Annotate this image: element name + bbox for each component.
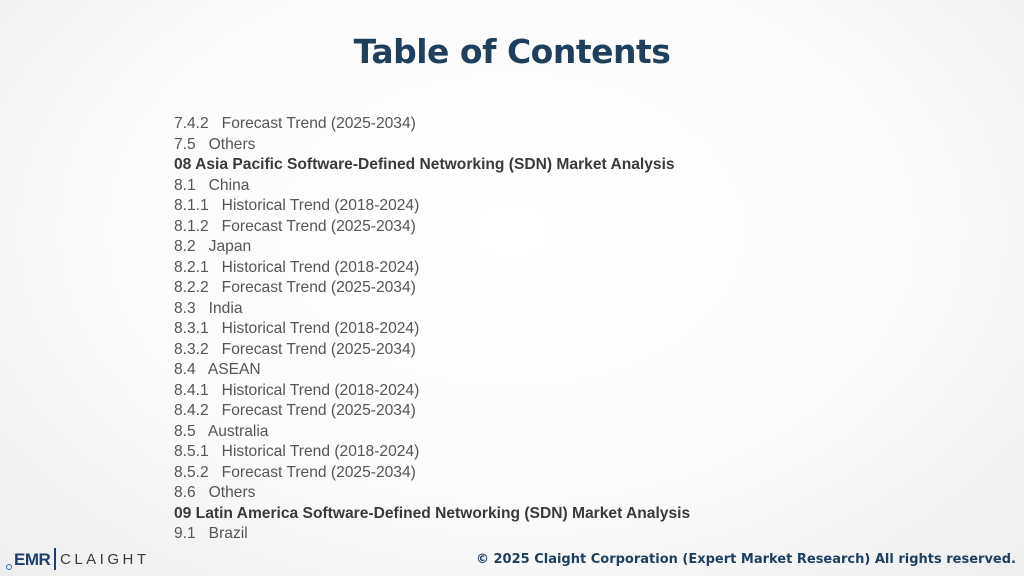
toc-item: 8.5.2 Forecast Trend (2025-2034) xyxy=(174,463,416,481)
toc-item: 8.5.1 Historical Trend (2018-2024) xyxy=(174,443,420,460)
logo-claight-text: CLAIGHT xyxy=(60,551,150,568)
toc-item: 8.3.2 Forecast Trend (2025-2034) xyxy=(174,340,416,358)
toc-section-heading: 08 Asia Pacific Software-Defined Network… xyxy=(174,156,675,173)
toc-item: 8.1.1 Historical Trend (2018-2024) xyxy=(174,197,420,214)
logo-dot-icon xyxy=(6,564,12,570)
logo-divider xyxy=(54,548,56,570)
logo-emr-text: EMR xyxy=(14,550,51,569)
toc-item: 8.3.1 Historical Trend (2018-2024) xyxy=(174,320,420,337)
toc-item: 8.3 India xyxy=(174,299,243,317)
toc-list: 7.4.2 Forecast Trend (2025-2034) 7.5 Othe… xyxy=(174,114,690,545)
toc-item: 8.1 China xyxy=(174,176,250,194)
slide-title: Table of Contents xyxy=(353,32,671,71)
toc-item: 8.4 ASEAN xyxy=(174,361,261,378)
toc-item: 8.4.1 Historical Trend (2018-2024) xyxy=(174,381,420,399)
copyright-footer: © 2025 Claight Corporation (Expert Marke… xyxy=(475,552,1016,567)
toc-item: 8.2 Japan xyxy=(174,238,252,255)
toc-item: 8.1.2 Forecast Trend (2025-2034) xyxy=(174,217,416,235)
toc-item: 7.5 Others xyxy=(174,135,256,153)
toc-item: 9.1 Brazil xyxy=(174,525,248,542)
toc-item: 8.6 Others xyxy=(174,484,256,501)
toc-item: 8.2.1 Historical Trend (2018-2024) xyxy=(174,258,420,276)
toc-item: 8.2.2 Forecast Trend (2025-2034) xyxy=(174,279,416,296)
toc-item: 8.5 Australia xyxy=(174,422,269,440)
toc-section-heading: 09 Latin America Software-Defined Networ… xyxy=(174,504,691,522)
toc-item: 7.4.2 Forecast Trend (2025-2034) xyxy=(174,115,416,132)
emr-claight-logo: EMR CLAIGHT xyxy=(4,544,154,574)
toc-item: 8.4.2 Forecast Trend (2025-2034) xyxy=(174,402,416,419)
